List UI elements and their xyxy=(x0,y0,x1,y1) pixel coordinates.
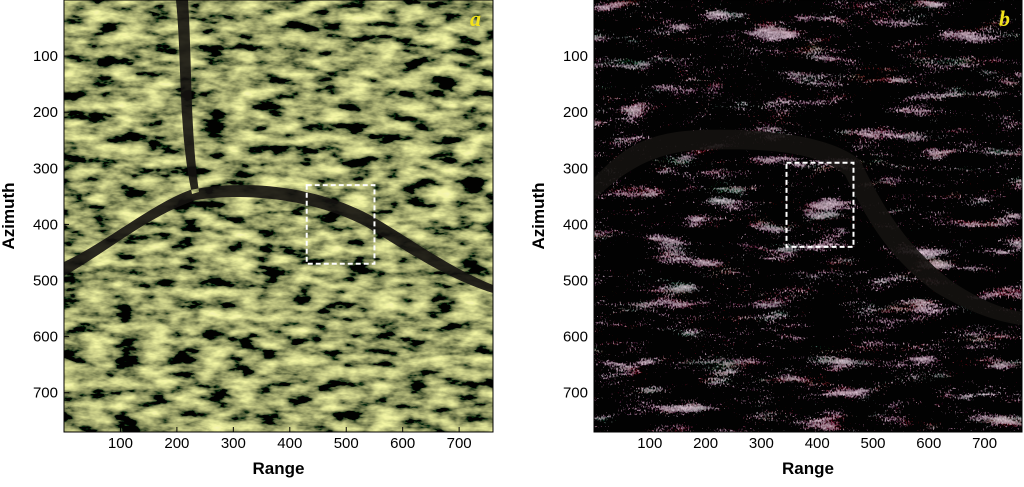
y-tick-label: 200 xyxy=(33,104,58,121)
y-tick-label: 400 xyxy=(33,216,58,233)
x-axis-label: Range xyxy=(782,459,834,478)
x-tick-label: 700 xyxy=(972,435,997,452)
x-tick-label: 400 xyxy=(805,435,830,452)
y-tick-label: 400 xyxy=(563,216,588,233)
x-tick-label: 100 xyxy=(637,435,662,452)
y-tick-label: 100 xyxy=(33,48,58,65)
river xyxy=(594,129,1022,325)
y-tick-label: 500 xyxy=(563,273,588,290)
y-tick-label: 300 xyxy=(33,160,58,177)
x-tick-label: 200 xyxy=(164,435,189,452)
x-tick-label: 600 xyxy=(390,435,415,452)
x-tick-label: 300 xyxy=(749,435,774,452)
y-tick-label: 100 xyxy=(563,48,588,65)
highlight-box xyxy=(305,184,376,265)
x-tick-label: 500 xyxy=(860,435,885,452)
y-tick-label: 300 xyxy=(563,160,588,177)
plot-frame xyxy=(593,0,1023,433)
y-axis-label: Azimuth xyxy=(529,182,548,249)
x-tick-label: 100 xyxy=(108,435,133,452)
x-axis-label: Range xyxy=(253,459,305,478)
y-axis-label: Azimuth xyxy=(0,182,18,249)
y-tick-label: 200 xyxy=(563,104,588,121)
highlight-box xyxy=(785,161,855,248)
x-tick-label: 400 xyxy=(277,435,302,452)
plot-frame xyxy=(63,0,494,433)
panel-label: a xyxy=(470,6,481,31)
y-tick-label: 600 xyxy=(563,329,588,346)
x-tick-label: 300 xyxy=(221,435,246,452)
y-tick-label: 600 xyxy=(33,329,58,346)
x-tick-label: 500 xyxy=(334,435,359,452)
panel-label: b xyxy=(999,6,1010,31)
x-tick-label: 700 xyxy=(447,435,472,452)
sar-image xyxy=(594,0,1022,432)
x-tick-label: 600 xyxy=(916,435,941,452)
sar-image xyxy=(64,0,493,432)
x-tick-label: 200 xyxy=(693,435,718,452)
y-tick-label: 500 xyxy=(33,273,58,290)
y-tick-label: 700 xyxy=(33,385,58,402)
y-tick-label: 700 xyxy=(563,385,588,402)
